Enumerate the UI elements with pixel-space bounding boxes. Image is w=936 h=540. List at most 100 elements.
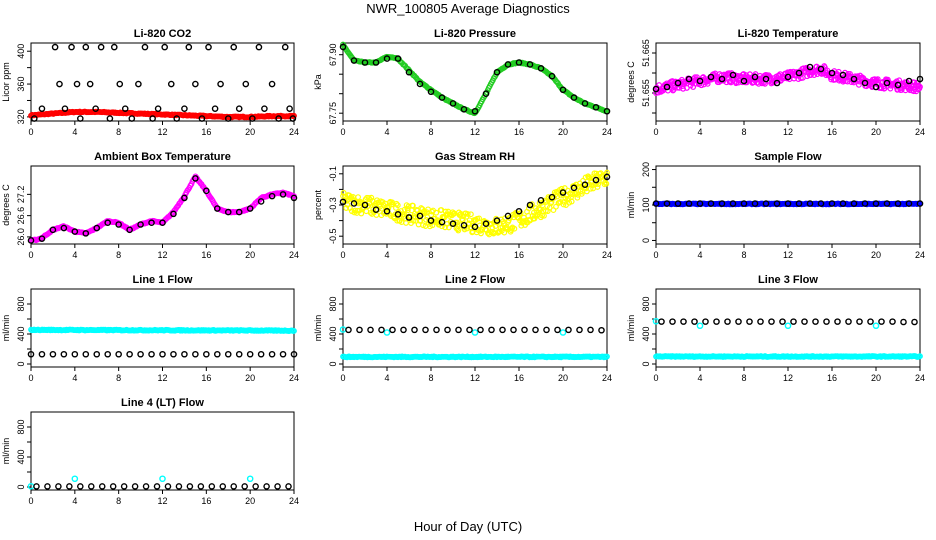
data-point bbox=[768, 318, 775, 325]
data-point bbox=[823, 318, 830, 325]
data-point bbox=[784, 73, 792, 81]
y-tick-label: 51.655 bbox=[641, 79, 651, 107]
x-tick-label: 24 bbox=[289, 250, 299, 260]
data-point bbox=[106, 115, 114, 122]
data-point bbox=[126, 350, 133, 358]
x-tick-label: 24 bbox=[602, 373, 612, 383]
y-tick-label: 0 bbox=[641, 361, 651, 366]
data-point bbox=[460, 221, 468, 229]
data-point bbox=[674, 200, 682, 207]
data-point bbox=[185, 43, 193, 51]
data-point bbox=[652, 85, 660, 93]
data-point bbox=[570, 94, 578, 101]
data-point bbox=[883, 79, 891, 87]
data-point bbox=[762, 200, 770, 207]
x-tick-label: 24 bbox=[289, 373, 299, 383]
data-point bbox=[268, 80, 276, 88]
x-tick-label: 4 bbox=[697, 250, 702, 260]
x-tick-label: 12 bbox=[783, 250, 793, 260]
data-point bbox=[120, 483, 128, 490]
data-point bbox=[906, 81, 913, 88]
x-tick-label: 4 bbox=[384, 250, 389, 260]
data-point bbox=[592, 104, 600, 111]
data-point bbox=[915, 82, 922, 89]
data-point bbox=[558, 185, 565, 192]
data-point bbox=[466, 326, 473, 334]
x-tick-label: 16 bbox=[827, 127, 837, 137]
data-point bbox=[71, 475, 79, 483]
x-tick-label: 4 bbox=[384, 373, 389, 383]
x-tick-label: 0 bbox=[653, 127, 658, 137]
x-tick-label: 0 bbox=[28, 250, 33, 260]
x-tick-label: 4 bbox=[72, 373, 77, 383]
y-tick-label: 400 bbox=[16, 326, 26, 341]
chart-panel-8: Line 2 Flow ml/min 0 4 8 12 16 20 24 0 400 800 bbox=[313, 274, 612, 383]
data-point bbox=[279, 191, 287, 198]
data-point bbox=[93, 350, 101, 358]
y-axis-label: ml/min bbox=[313, 315, 323, 342]
data-point bbox=[148, 219, 155, 227]
x-tick-label: 20 bbox=[245, 250, 255, 260]
data-point bbox=[801, 318, 808, 325]
chart-title: Ambient Box Temperature bbox=[94, 151, 231, 163]
data-point bbox=[603, 107, 611, 115]
data-point bbox=[361, 59, 369, 66]
y-tick-label: 27.2 bbox=[16, 186, 26, 204]
series-black-points bbox=[345, 326, 605, 334]
data-point bbox=[213, 205, 221, 212]
data-point bbox=[518, 222, 525, 229]
data-point bbox=[400, 326, 407, 334]
x-tick-label: 24 bbox=[915, 250, 925, 260]
data-point bbox=[389, 326, 396, 334]
data-point bbox=[263, 483, 270, 490]
data-point bbox=[548, 72, 556, 80]
x-tick-label: 8 bbox=[428, 127, 433, 137]
x-tick-label: 24 bbox=[289, 127, 299, 137]
data-point bbox=[707, 200, 715, 207]
x-tick-label: 0 bbox=[28, 496, 33, 506]
data-point bbox=[286, 105, 293, 112]
data-point bbox=[56, 80, 63, 88]
data-point bbox=[274, 483, 281, 490]
data-point bbox=[368, 194, 375, 201]
data-point bbox=[211, 105, 219, 112]
data-point bbox=[900, 318, 907, 326]
x-tick-label: 20 bbox=[871, 373, 881, 383]
x-tick-label: 4 bbox=[697, 127, 702, 137]
y-tick-label: -0.3 bbox=[328, 197, 338, 213]
data-point bbox=[394, 55, 402, 62]
data-point bbox=[680, 85, 686, 92]
data-point bbox=[181, 350, 188, 358]
data-point bbox=[289, 115, 297, 122]
y-tick-label: 0 bbox=[641, 238, 651, 243]
data-point bbox=[696, 200, 704, 207]
data-point bbox=[246, 475, 254, 483]
data-point bbox=[38, 350, 46, 358]
data-point bbox=[740, 77, 748, 85]
data-point bbox=[339, 198, 347, 206]
data-point bbox=[44, 483, 51, 490]
data-point bbox=[784, 322, 792, 330]
data-point bbox=[367, 209, 374, 216]
data-point bbox=[445, 224, 452, 231]
data-point bbox=[817, 65, 825, 73]
data-point bbox=[208, 483, 216, 490]
data-point bbox=[275, 115, 282, 122]
data-point bbox=[367, 326, 374, 334]
data-point bbox=[872, 322, 880, 330]
x-tick-label: 12 bbox=[470, 373, 480, 383]
chart-title: Line 4 (LT) Flow bbox=[121, 397, 204, 409]
data-point bbox=[73, 80, 81, 88]
data-point bbox=[173, 115, 181, 122]
data-point bbox=[242, 80, 250, 88]
data-point bbox=[839, 200, 847, 207]
data-point bbox=[471, 107, 479, 115]
series-cyan-points bbox=[339, 326, 567, 336]
data-point bbox=[137, 350, 144, 358]
data-point bbox=[806, 200, 814, 207]
x-tick-label: 0 bbox=[340, 127, 345, 137]
data-point bbox=[438, 218, 446, 226]
series-black-points bbox=[339, 43, 611, 115]
data-point bbox=[422, 326, 429, 334]
